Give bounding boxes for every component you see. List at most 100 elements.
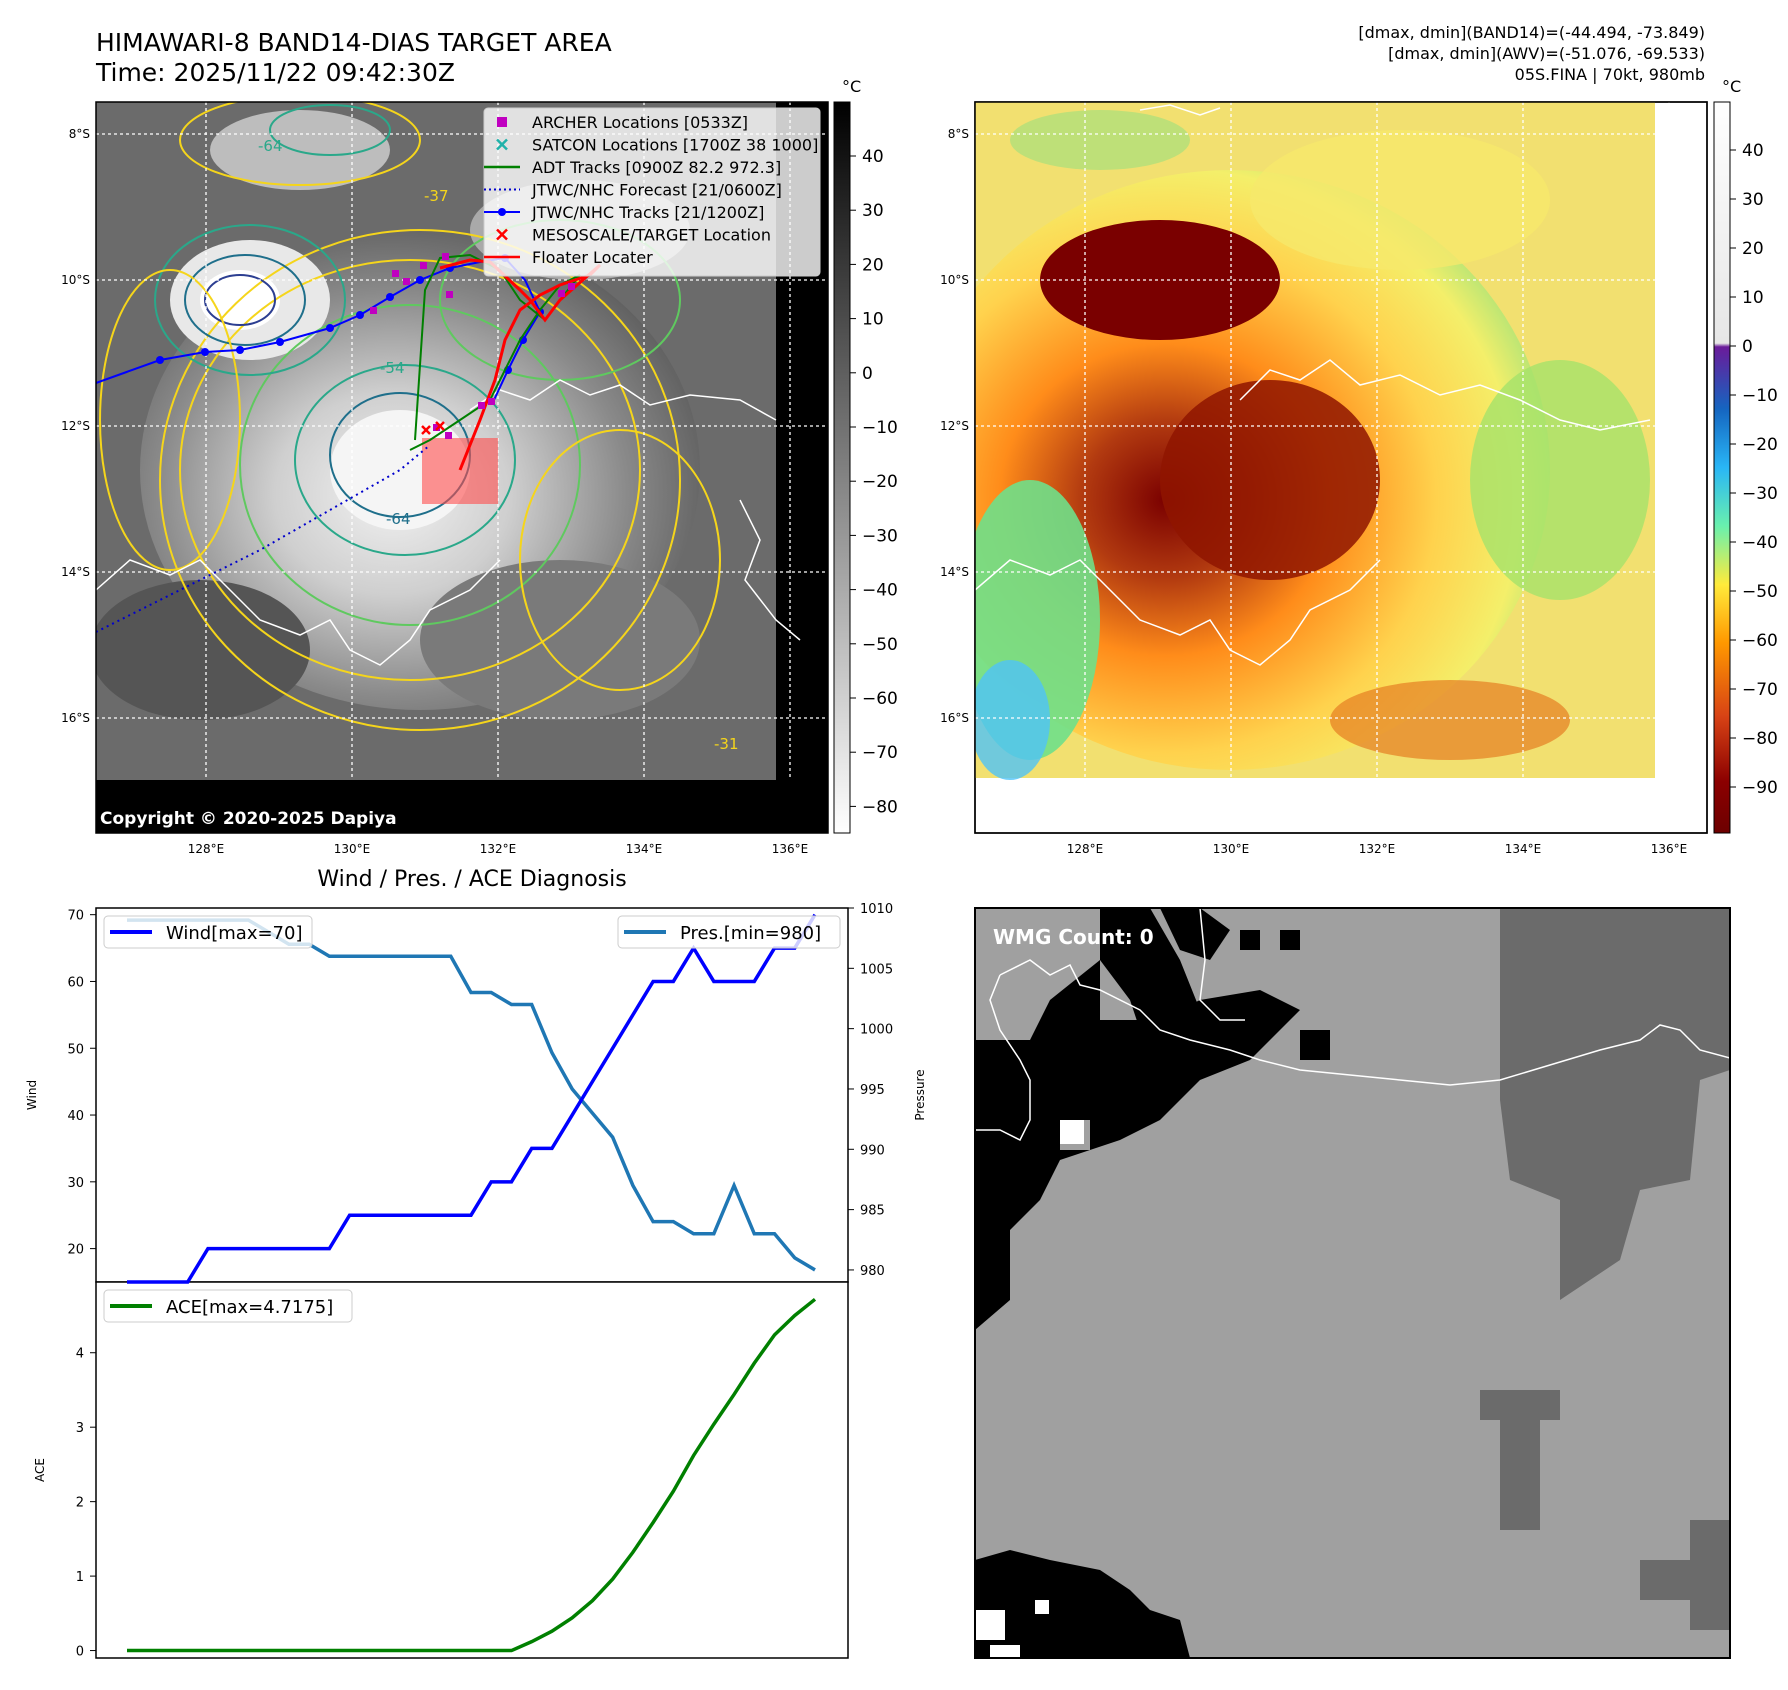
svg-text:60: 60 — [67, 975, 84, 990]
svg-text:−80: −80 — [862, 797, 898, 817]
lat-label: 10°S — [61, 273, 90, 287]
lat-label: 14°S — [61, 565, 90, 579]
colorbar-tick: −50 — [850, 635, 898, 655]
wind-tick: 40 — [67, 1109, 96, 1124]
colorbar-tick: −10 — [1730, 386, 1778, 406]
map-axis-labels: 8°S 10°S 12°S 14°S 16°S 128°E 130°E 132°E 134°E 1… — [61, 127, 1687, 856]
svg-text:20: 20 — [67, 1243, 84, 1258]
svg-text:40: 40 — [67, 1109, 84, 1124]
lat-label: 10°S — [940, 273, 969, 287]
svg-text:−40: −40 — [862, 581, 898, 601]
svg-text:0: 0 — [862, 364, 873, 384]
legend-item: JTWC/NHC Forecast [21/0600Z] — [484, 181, 782, 200]
svg-text:50: 50 — [67, 1042, 84, 1057]
lat-label: 12°S — [61, 419, 90, 433]
colorbar-tick: −20 — [1730, 435, 1778, 455]
colorbar-tick: 10 — [850, 310, 884, 330]
svg-text:−30: −30 — [1742, 484, 1778, 504]
colorbar-tick: −40 — [850, 581, 898, 601]
legend-swatch — [496, 138, 508, 151]
svg-text:−70: −70 — [1742, 680, 1778, 700]
wind-tick: 20 — [67, 1243, 96, 1258]
colorbar-tick: 0 — [1730, 337, 1753, 357]
legend-item: ADT Tracks [0900Z 82.2 972.3] — [484, 158, 781, 177]
legend-swatch — [484, 208, 520, 216]
lon-label: 130°E — [334, 842, 371, 856]
colorbar-tick: −70 — [850, 743, 898, 763]
ace-legend: ACE[max=4.7175] — [103, 1289, 353, 1323]
lon-label: 132°E — [480, 842, 517, 856]
wmg-panel: WMG Count: 0 — [974, 907, 1731, 1659]
colorbar-tick: 30 — [1730, 190, 1764, 210]
wind-legend: Wind[max=70] — [103, 915, 313, 949]
svg-text:30: 30 — [1742, 190, 1764, 210]
wmg-count-label: WMG Count: 0 — [993, 925, 1154, 949]
lon-label: 136°E — [772, 842, 809, 856]
legend-item: JTWC/NHC Tracks [21/1200Z] — [484, 203, 764, 222]
copyright-label: Copyright © 2020-2025 Dapiya — [100, 809, 397, 829]
lon-label: 136°E — [1651, 842, 1688, 856]
lon-label: 128°E — [1067, 842, 1104, 856]
colorbar-tick: 40 — [1730, 141, 1764, 161]
wind-legend-label: Wind[max=70] — [166, 923, 303, 944]
wind-tick: 60 — [67, 975, 96, 990]
svg-text:−60: −60 — [1742, 631, 1778, 651]
ace-ylabel: ACE — [33, 1458, 47, 1482]
colorbar-tick: −60 — [1730, 631, 1778, 651]
ir-colorbar-unit: °C — [842, 77, 861, 96]
pressure-tick: 1010 — [848, 902, 893, 917]
svg-text:−80: −80 — [1742, 729, 1778, 749]
lat-label: 16°S — [940, 711, 969, 725]
lon-label: 130°E — [1213, 842, 1250, 856]
svg-text:−20: −20 — [862, 472, 898, 492]
wind-pres-axes — [95, 907, 849, 1283]
ir-panel: -64 -54 -37 -64 -31 Copyright © 2020-202… — [95, 77, 898, 834]
colorbar-tick: −50 — [1730, 582, 1778, 602]
svg-text:−10: −10 — [1742, 386, 1778, 406]
wind-ylabel: Wind — [25, 1080, 39, 1110]
svg-text:−70: −70 — [862, 743, 898, 763]
lon-label: 134°E — [1505, 842, 1542, 856]
lat-label: 14°S — [940, 565, 969, 579]
svg-text:995: 995 — [860, 1083, 885, 1098]
pressure-tick: 1005 — [848, 962, 893, 977]
ir-colorbar: °C 40 30 20 10 0 −10 −20 −30 −40 −50 −60 −70 −80 — [833, 77, 898, 834]
legend-label: SATCON Locations [1700Z 38 1000] — [532, 136, 818, 155]
pressure-ylabel: Pressure — [913, 1069, 927, 1120]
svg-text:40: 40 — [862, 147, 884, 167]
svg-text:30: 30 — [67, 1176, 84, 1191]
ace-tick: 4 — [76, 1347, 96, 1362]
svg-text:3: 3 — [76, 1421, 84, 1436]
legend-swatch — [497, 117, 507, 127]
ace-tick: 1 — [76, 1570, 96, 1585]
svg-text:1: 1 — [76, 1570, 84, 1585]
svg-text:−30: −30 — [862, 526, 898, 546]
pressure-tick: 995 — [848, 1083, 885, 1098]
svg-text:990: 990 — [860, 1143, 885, 1158]
svg-text:1005: 1005 — [860, 962, 893, 977]
colorbar-tick: 10 — [1730, 288, 1764, 308]
wind-tick: 70 — [67, 909, 96, 924]
colorbar-tick: 20 — [850, 255, 884, 275]
colorbar-tick: −60 — [850, 689, 898, 709]
contour-label: -64 — [258, 137, 283, 155]
pressure-tick: 985 — [848, 1204, 885, 1219]
svg-text:−40: −40 — [1742, 533, 1778, 553]
ace-tick: 0 — [76, 1645, 96, 1660]
svg-text:20: 20 — [862, 255, 884, 275]
svg-text:−20: −20 — [1742, 435, 1778, 455]
svg-text:70: 70 — [67, 909, 84, 924]
awv-colorbar-unit: °C — [1722, 77, 1741, 96]
legend-item: SATCON Locations [1700Z 38 1000] — [496, 136, 818, 155]
wmg-imagery — [975, 908, 1730, 1658]
svg-text:1000: 1000 — [860, 1023, 893, 1038]
lat-label: 12°S — [940, 419, 969, 433]
legend-label: ARCHER Locations [0533Z] — [532, 113, 748, 132]
lon-label: 134°E — [626, 842, 663, 856]
colorbar-tick: −40 — [1730, 533, 1778, 553]
pres-legend-label: Pres.[min=980] — [680, 923, 821, 944]
legend-label: JTWC/NHC Tracks [21/1200Z] — [531, 203, 764, 222]
svg-text:0: 0 — [1742, 337, 1753, 357]
contour-label: -31 — [714, 735, 739, 753]
